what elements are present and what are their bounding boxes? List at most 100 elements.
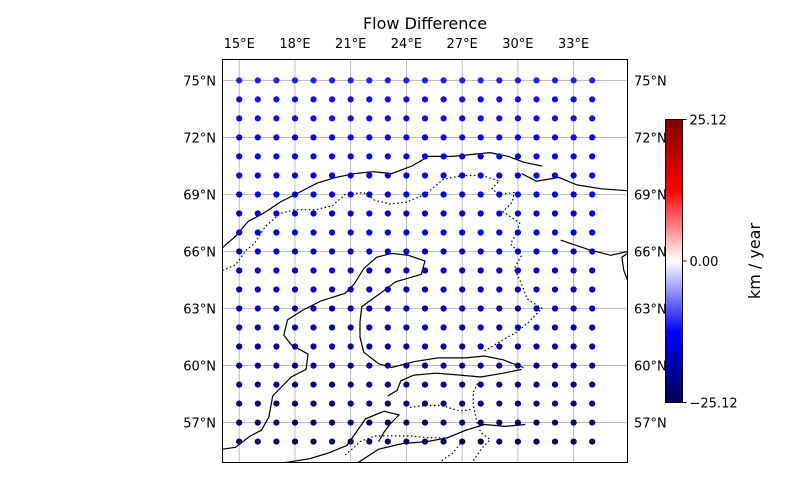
data-point <box>366 286 373 293</box>
data-point <box>384 362 391 369</box>
data-point <box>236 286 243 293</box>
data-point <box>496 248 503 255</box>
colorbar-tick-label-1: 0.00 <box>690 255 719 270</box>
data-point <box>273 400 280 407</box>
data-point <box>329 210 336 217</box>
map-frame <box>222 59 628 463</box>
data-point <box>366 400 373 407</box>
data-point <box>570 362 577 369</box>
data-point <box>496 134 503 141</box>
data-point <box>514 305 522 312</box>
data-point <box>347 362 354 369</box>
x-tick-label-6: 33°E <box>558 37 589 52</box>
data-point <box>291 343 299 350</box>
y-tick-label-left-4: 69°N <box>183 188 216 203</box>
data-point <box>440 343 447 350</box>
data-point <box>273 96 280 103</box>
data-point <box>589 248 596 255</box>
data-point <box>421 438 429 445</box>
data-point <box>273 115 280 122</box>
data-point <box>384 229 391 236</box>
data-point <box>310 134 317 141</box>
data-points <box>236 77 596 445</box>
data-point <box>403 229 410 236</box>
data-point <box>273 77 280 84</box>
data-point <box>589 419 596 426</box>
data-point <box>551 267 559 274</box>
map-layers <box>222 59 628 463</box>
data-point <box>403 419 410 426</box>
data-point <box>589 438 596 445</box>
data-point <box>254 134 261 141</box>
data-point <box>310 210 317 217</box>
data-point <box>533 343 540 350</box>
data-point <box>236 134 243 141</box>
data-point <box>254 305 261 312</box>
data-point <box>496 438 503 445</box>
coastline-2 <box>560 239 628 256</box>
data-point <box>459 400 466 407</box>
data-point <box>551 248 559 255</box>
data-point <box>589 77 596 84</box>
data-point <box>421 267 429 274</box>
data-point <box>421 324 429 331</box>
data-point <box>514 191 522 198</box>
data-point <box>384 324 391 331</box>
data-point <box>496 191 503 198</box>
data-point <box>273 267 280 274</box>
data-point <box>589 96 596 103</box>
data-point <box>291 134 299 141</box>
data-point <box>533 115 540 122</box>
data-point <box>421 77 429 84</box>
data-point <box>329 191 336 198</box>
data-point <box>496 324 503 331</box>
data-point <box>477 172 484 179</box>
data-point <box>551 343 559 350</box>
data-point <box>421 210 429 217</box>
data-point <box>533 400 540 407</box>
chart-title: Flow Difference <box>363 14 487 33</box>
data-point <box>236 210 243 217</box>
data-point <box>477 77 484 84</box>
data-point <box>366 153 373 160</box>
data-point <box>236 191 243 198</box>
data-point <box>347 400 354 407</box>
data-point <box>329 229 336 236</box>
x-tick-label-5: 30°E <box>502 37 533 52</box>
data-point <box>329 305 336 312</box>
data-point <box>366 115 373 122</box>
colorbar: 25.12 0.00 −25.12 km / year <box>665 114 764 412</box>
data-point <box>440 134 447 141</box>
data-point <box>589 400 596 407</box>
data-point <box>254 400 261 407</box>
data-point <box>366 96 373 103</box>
data-point <box>440 362 447 369</box>
data-point <box>384 400 391 407</box>
data-point <box>533 362 540 369</box>
y-tick-label-right-4: 69°N <box>634 188 667 203</box>
data-point <box>384 305 391 312</box>
data-point <box>589 229 596 236</box>
data-point <box>254 191 261 198</box>
x-tick-labels: 15°E 18°E 21°E 24°E 27°E 30°E 33°E <box>224 37 590 52</box>
data-point <box>347 438 354 445</box>
data-point <box>403 153 410 160</box>
data-point <box>366 77 373 84</box>
coastline-6 <box>222 252 524 450</box>
data-point <box>589 134 596 141</box>
data-point <box>384 381 391 388</box>
data-point <box>254 343 261 350</box>
y-tick-labels-right: 57°N 60°N 63°N 66°N 69°N 72°N 75°N <box>634 74 667 431</box>
data-point <box>421 286 429 293</box>
data-point <box>421 115 429 122</box>
x-tick-label-1: 18°E <box>279 37 310 52</box>
colorbar-label: km / year <box>745 223 764 300</box>
data-point <box>477 267 484 274</box>
data-point <box>496 229 503 236</box>
data-point <box>310 305 317 312</box>
data-point <box>236 229 243 236</box>
data-point <box>440 191 447 198</box>
data-point <box>236 419 243 426</box>
data-point <box>477 96 484 103</box>
